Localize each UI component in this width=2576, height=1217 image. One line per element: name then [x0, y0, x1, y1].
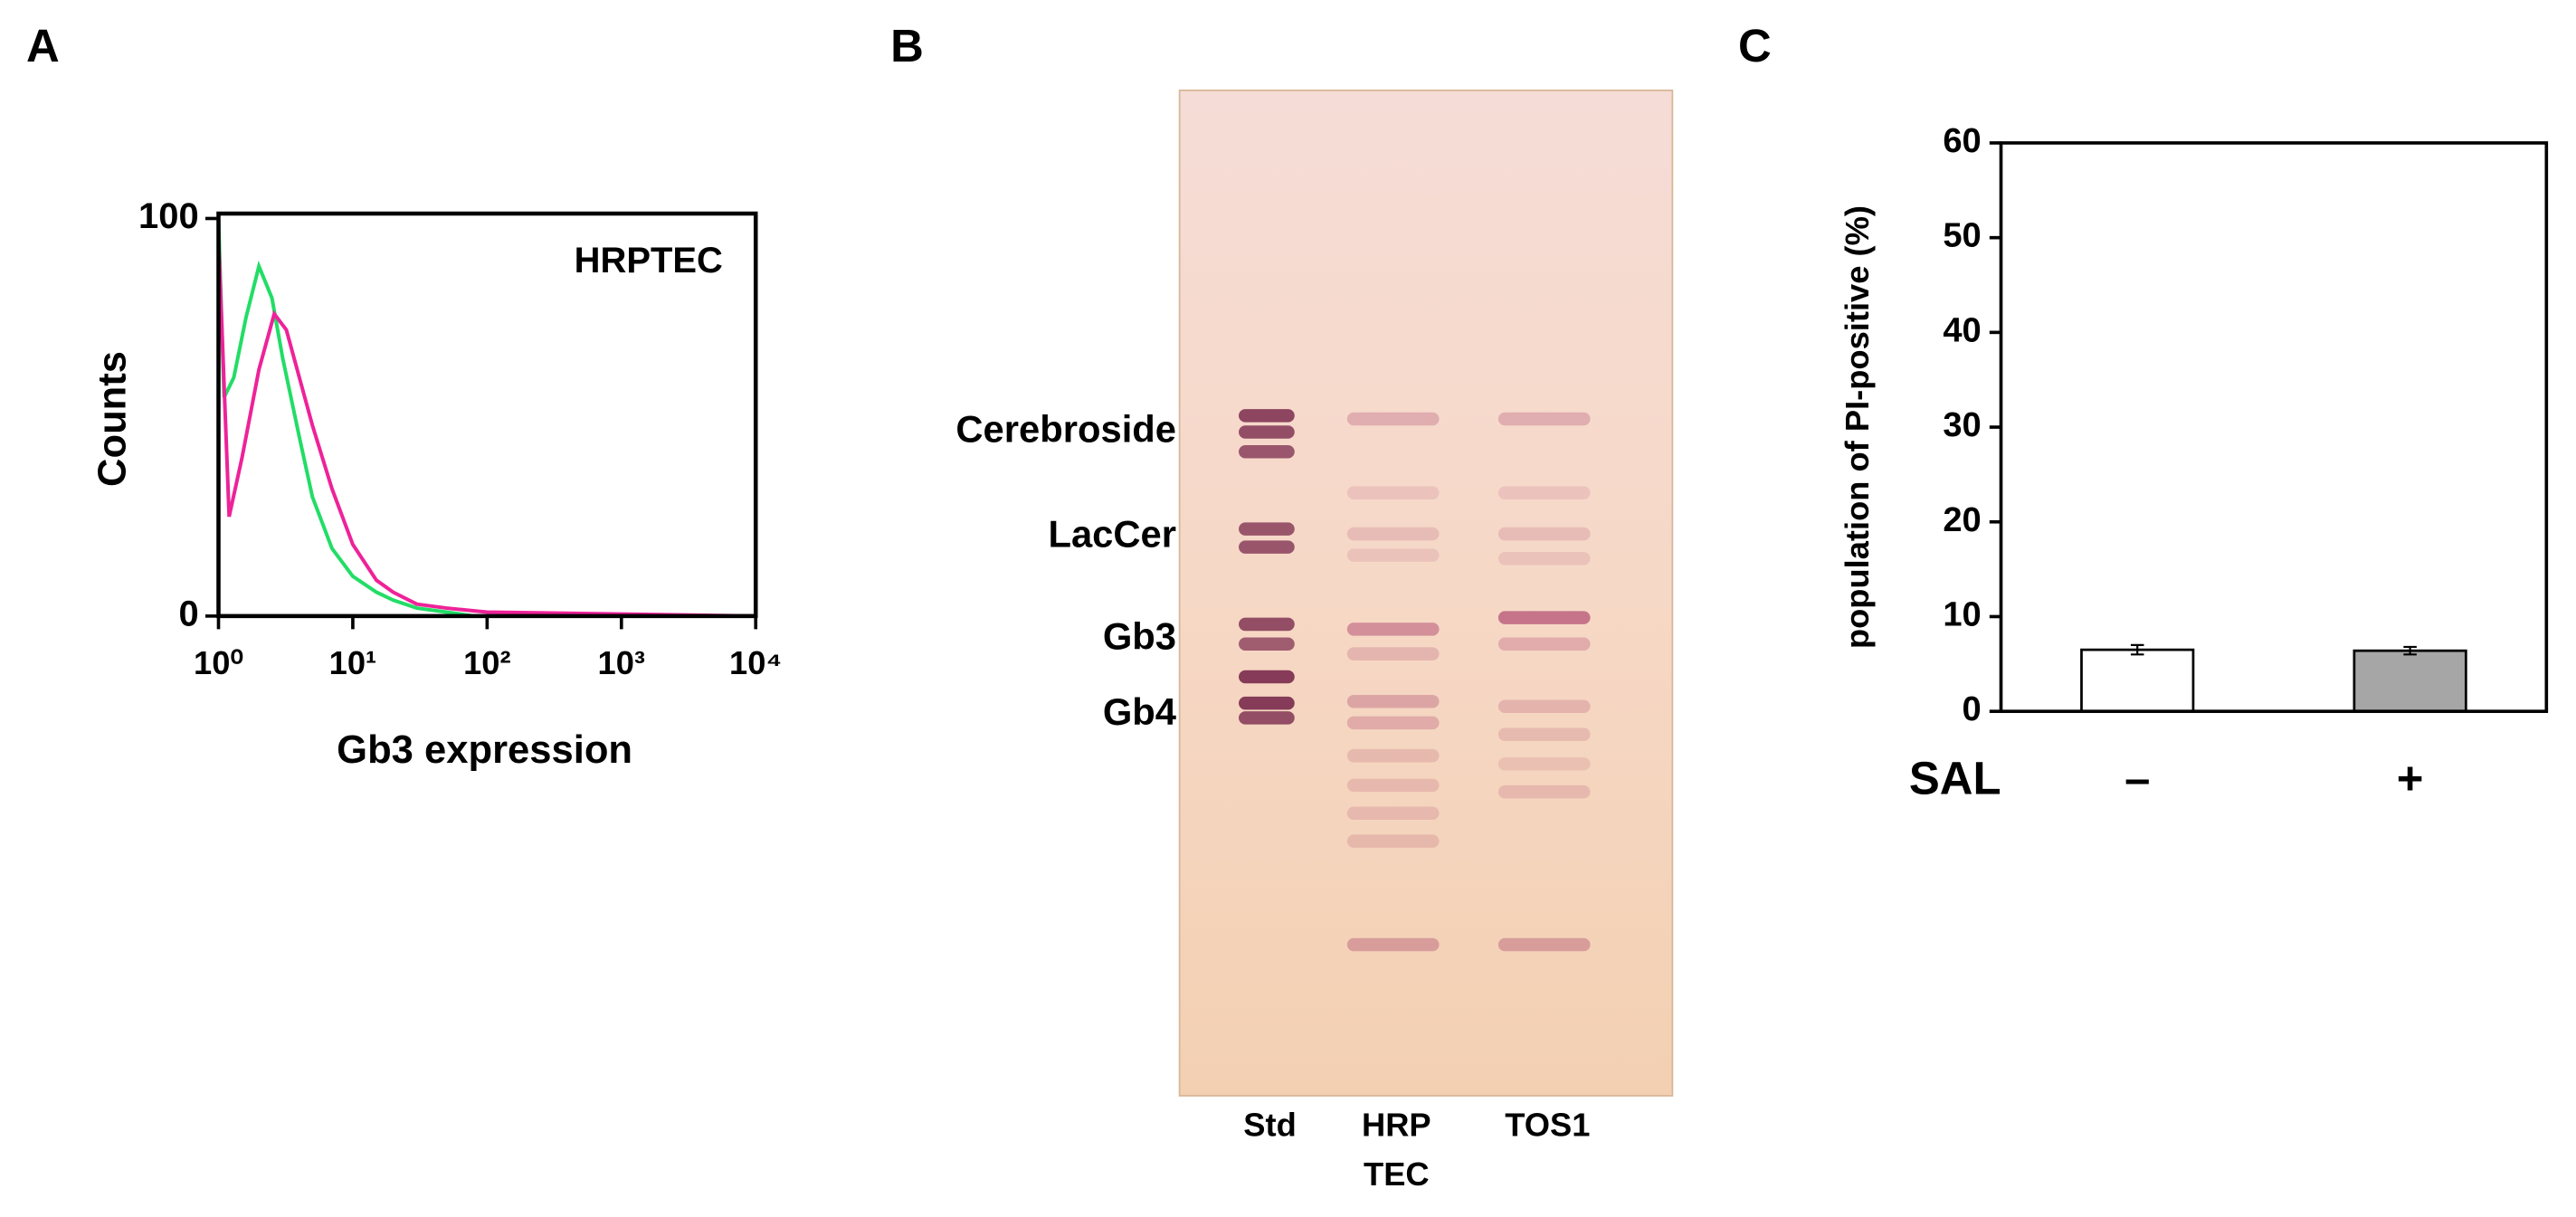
- tlc-band: [1239, 617, 1295, 632]
- tlc-band: [1497, 937, 1591, 952]
- band-label: Cerebroside: [955, 408, 1176, 451]
- x-tick-label: 10¹: [329, 644, 376, 681]
- tlc-band: [1239, 711, 1295, 725]
- error-bar: [2403, 645, 2417, 656]
- panel-letter: B: [890, 20, 924, 71]
- tlc-band: [1346, 486, 1440, 499]
- x-tick-label: +: [2397, 753, 2424, 804]
- plot-frame: [1999, 141, 2549, 713]
- tlc-band: [1239, 445, 1295, 459]
- tlc-band: [1239, 409, 1295, 423]
- bar: [2353, 649, 2467, 713]
- y-axis-label: population of PI-positive (%): [1839, 205, 1876, 649]
- panel-letter: A: [26, 20, 60, 71]
- lane-label: Std: [1243, 1106, 1296, 1143]
- y-tick-label: 30: [1943, 405, 1981, 444]
- y-tick-label: 40: [1943, 310, 1981, 349]
- tlc-band: [1346, 412, 1440, 426]
- x-tick-label: 10⁰: [194, 644, 243, 681]
- band-label: Gb4: [1103, 690, 1176, 733]
- tlc-band: [1346, 695, 1440, 708]
- tlc-band: [1346, 778, 1440, 793]
- histogram-line: [216, 238, 756, 618]
- tlc-band: [1239, 637, 1295, 651]
- tlc-band: [1239, 522, 1295, 536]
- lane-label: TOS1: [1505, 1106, 1590, 1143]
- tlc-band: [1497, 699, 1591, 713]
- tlc-band: [1497, 611, 1591, 624]
- panel-letter: C: [1738, 20, 1772, 71]
- y-axis-label: Counts: [91, 351, 135, 487]
- histogram-line: [216, 218, 475, 618]
- tlc-band: [1497, 756, 1591, 771]
- x-tick-label: 10²: [463, 644, 510, 681]
- tlc-band: [1497, 486, 1591, 499]
- band-label: LacCer: [1048, 513, 1176, 556]
- x-tick-label: 10⁴: [729, 644, 782, 681]
- y-tick-label: 60: [1943, 121, 1981, 160]
- tlc-band: [1346, 527, 1440, 541]
- y-tick-label: 20: [1943, 500, 1981, 539]
- x-tick-label: –: [2124, 753, 2150, 804]
- tlc-band: [1497, 412, 1591, 426]
- x-tick-label: 10³: [598, 644, 645, 681]
- x-axis-label: SAL: [1909, 753, 2001, 804]
- tlc-band: [1346, 716, 1440, 730]
- tlc-band: [1346, 647, 1440, 661]
- tlc-band: [1497, 527, 1591, 541]
- tlc-band: [1497, 637, 1591, 651]
- tlc-band: [1239, 670, 1295, 684]
- tlc-band: [1497, 727, 1591, 741]
- tlc-band: [1346, 806, 1440, 820]
- tlc-band: [1346, 548, 1440, 562]
- y-tick-label: 10: [1943, 595, 1981, 634]
- tlc-band: [1346, 937, 1440, 952]
- lane-label: HRP TEC: [1362, 1106, 1431, 1192]
- tlc-band: [1346, 748, 1440, 763]
- error-bar: [2130, 643, 2144, 656]
- y-tick-label: 50: [1943, 216, 1981, 255]
- y-tick-label: 0: [1963, 689, 1982, 728]
- y-tick-label: 100: [138, 196, 199, 236]
- tlc-band: [1497, 552, 1591, 566]
- band-label: Gb3: [1103, 614, 1176, 657]
- tlc-plate: [1178, 89, 1674, 1097]
- tlc-band: [1346, 834, 1440, 848]
- tlc-band: [1239, 696, 1295, 710]
- y-tick-label: 0: [178, 594, 198, 633]
- annotation: HRPTEC: [575, 241, 723, 280]
- tlc-band: [1239, 540, 1295, 554]
- tlc-band: [1346, 623, 1440, 636]
- tlc-band: [1239, 425, 1295, 439]
- bar: [2080, 648, 2195, 713]
- tlc-band: [1497, 784, 1591, 799]
- x-axis-label: Gb3 expression: [337, 728, 632, 772]
